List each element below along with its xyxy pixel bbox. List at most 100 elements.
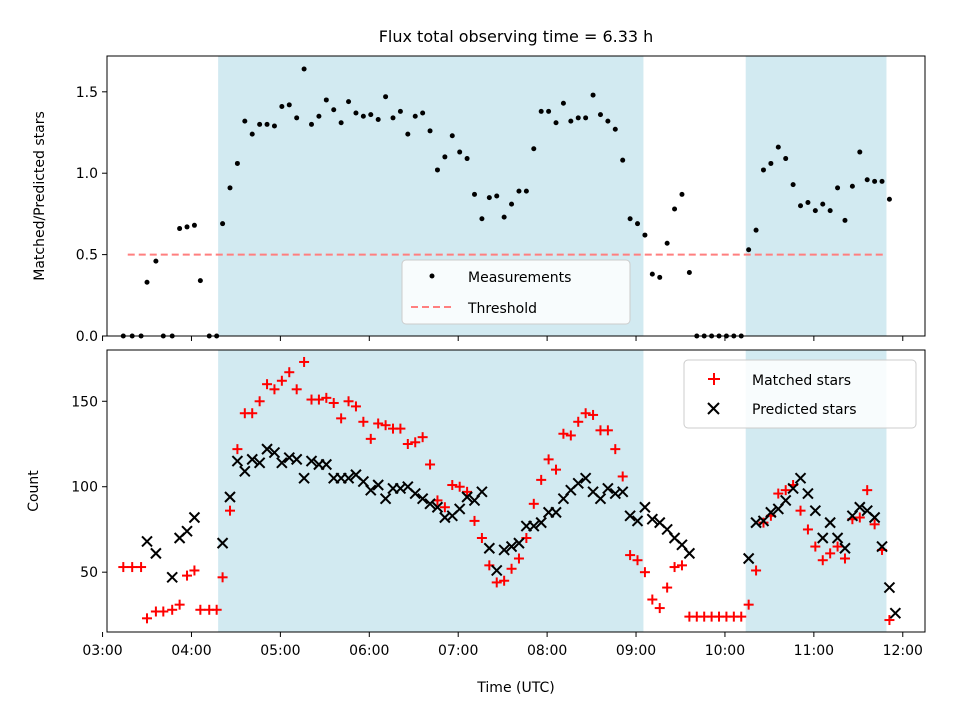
matched-point <box>862 485 873 496</box>
predicted-point <box>166 571 178 584</box>
x-tick-label: 12:00 <box>883 643 923 659</box>
matched-point <box>588 409 599 420</box>
measurement-point <box>560 100 566 106</box>
matched-point <box>395 423 406 434</box>
top-plot-frame <box>106 55 926 337</box>
measurement-point <box>538 108 544 114</box>
measurement-point <box>427 128 433 134</box>
measurement-point <box>857 149 863 155</box>
measurement-point <box>257 121 263 127</box>
predicted-point <box>535 516 547 529</box>
matched-point <box>610 444 621 455</box>
measurement-point <box>360 113 366 119</box>
matched-point <box>195 604 206 615</box>
matched-point <box>136 562 147 573</box>
bottom-y-tick-label: 50 <box>80 565 98 581</box>
matched-point <box>736 611 747 622</box>
measurement-point <box>434 167 440 173</box>
predicted-point <box>453 503 466 515</box>
measurement-point <box>879 178 885 184</box>
matched-point <box>365 433 376 444</box>
matched-point <box>350 401 361 412</box>
predicted-point <box>483 542 496 554</box>
predicted-point <box>854 501 866 513</box>
matched-point <box>632 555 643 566</box>
top-y-tick-label: 1.5 <box>76 85 98 101</box>
measurement-point <box>612 126 618 132</box>
measurement-point <box>442 154 448 160</box>
predicted-point <box>802 487 814 500</box>
matched-point <box>476 533 487 543</box>
predicted-point <box>491 564 503 577</box>
measurement-point <box>790 182 796 188</box>
top-legend: Measurements Threshold <box>401 259 631 325</box>
legend-measurements-label: Measurements <box>468 270 571 286</box>
figure-title: Flux total observing time = 6.33 h <box>379 27 654 46</box>
measurement-point <box>338 120 344 126</box>
predicted-point <box>261 443 273 455</box>
matched-point <box>269 384 280 395</box>
matched-point <box>639 567 650 578</box>
measurement-point <box>827 208 833 214</box>
predicted-point <box>253 457 266 469</box>
matched-point <box>291 384 302 395</box>
measurement-point <box>635 221 641 227</box>
matched-point <box>142 613 153 624</box>
predicted-point <box>513 537 525 549</box>
matched-point <box>743 599 754 610</box>
legend-matched-marker <box>708 373 720 385</box>
matched-point <box>491 577 502 588</box>
matched-point <box>528 498 539 509</box>
measurement-point <box>346 99 352 105</box>
bottom-y-tick-label: 100 <box>71 480 98 496</box>
predicted-point <box>505 540 518 553</box>
measurement-point <box>523 188 529 194</box>
predicted-point <box>320 458 333 471</box>
predicted-point <box>239 465 251 478</box>
measurement-point <box>383 94 389 100</box>
legend-matched-label: Matched stars <box>752 373 851 389</box>
measurement-point <box>575 115 581 121</box>
measurement-point <box>309 121 314 127</box>
matched-point <box>573 416 584 427</box>
measurement-point <box>412 113 418 119</box>
measurement-point <box>798 203 804 209</box>
matched-point <box>262 379 273 390</box>
matched-point <box>417 432 428 443</box>
measurement-point <box>886 196 892 202</box>
legend-measurements-marker <box>429 273 435 279</box>
measurement-point <box>820 201 826 207</box>
bottom-legend: Matched stars Predicted stars <box>683 359 917 429</box>
matched-point <box>536 474 547 485</box>
measurement-point <box>191 222 197 228</box>
matched-point <box>439 502 450 513</box>
predicted-point <box>631 515 644 527</box>
matched-point <box>832 541 843 552</box>
predicted-point <box>342 472 355 484</box>
bottom-y-axis-label: Count <box>26 470 42 512</box>
matched-point <box>358 416 369 427</box>
bottom-legend-box <box>683 359 917 429</box>
measurement-point <box>486 195 492 201</box>
matched-point <box>454 481 465 492</box>
top-legend-box <box>401 259 631 325</box>
matched-point <box>410 437 421 448</box>
predicted-point <box>839 542 851 554</box>
measurement-point <box>279 103 285 109</box>
predicted-point <box>594 492 607 505</box>
predicted-point <box>742 552 755 565</box>
measurement-point <box>153 258 159 264</box>
measurement-point <box>220 221 226 227</box>
matched-point <box>224 505 235 516</box>
x-tick-label: 08:00 <box>527 643 567 659</box>
measurement-point <box>242 118 248 124</box>
measurement-point <box>397 108 403 114</box>
measurement-point <box>531 146 537 152</box>
predicted-point <box>372 479 384 491</box>
matched-point <box>580 408 591 419</box>
measurement-point <box>679 191 685 197</box>
measurement-point <box>620 157 626 163</box>
predicted-point <box>550 506 562 519</box>
